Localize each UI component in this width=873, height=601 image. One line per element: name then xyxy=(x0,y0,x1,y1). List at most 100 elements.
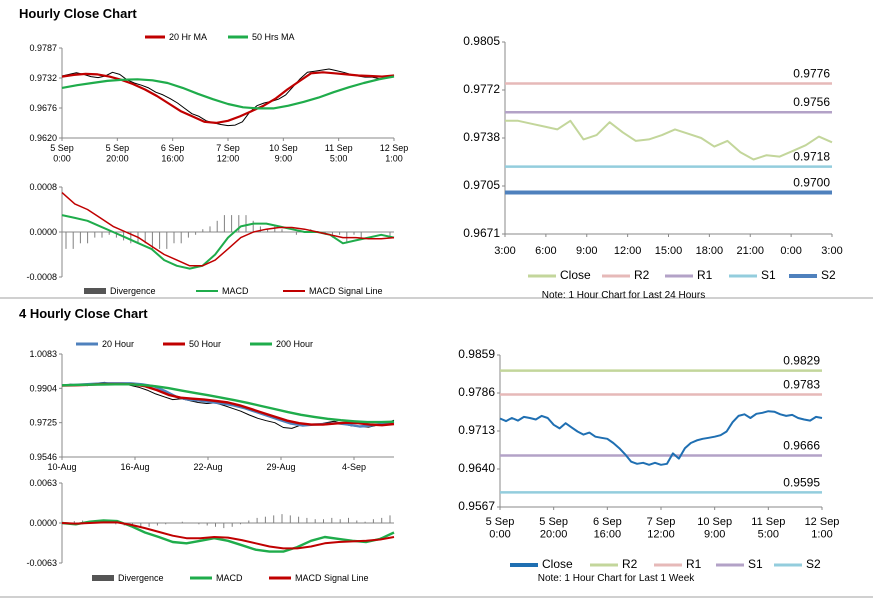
hp-close-series xyxy=(61,68,395,127)
fl-ytick-label: 0.9567 xyxy=(458,499,495,513)
fl-ytick-label: 0.9713 xyxy=(458,423,495,437)
hm-legend-divergence-label: Divergence xyxy=(110,286,156,296)
hp-legend-50hr-label: 50 Hrs MA xyxy=(252,32,295,42)
fm-legend-macd-label: MACD xyxy=(216,573,243,583)
fl-xtick-label: 5 Sep 0:00 xyxy=(486,516,515,541)
hl-xtick-label: 15:00 xyxy=(655,245,683,257)
hl-level-label-s1: 0.9718 xyxy=(793,150,830,164)
hl-xtick-label: 12:00 xyxy=(614,245,642,257)
fl-xtick-label: 11 Sep 5:00 xyxy=(751,516,785,541)
fp-legend-20hour-label: 20 Hour xyxy=(102,339,134,349)
fl-xtick-label: 5 Sep 20:00 xyxy=(539,516,568,541)
fl-xtick-label: 12 Sep 1:00 xyxy=(805,516,840,541)
hourly-levels-chart: 0.9805 0.9772 0.9738 0.9705 0.9671 3:00 6:00 9:… xyxy=(463,34,842,301)
hp-20hr-ma-series xyxy=(61,71,395,125)
fp-xtick-label: 29-Aug xyxy=(266,462,295,472)
hl-xtick-label: 9:00 xyxy=(576,245,597,257)
hp-xtick-label: 5 Sep 0:00 xyxy=(50,143,74,163)
hp-xtick-label: 5 Sep 20:00 xyxy=(106,143,130,163)
hl-level-label-s2: 0.9700 xyxy=(793,175,830,189)
hp-ytick-label: 0.9620 xyxy=(29,133,57,143)
hp-xtick-label: 7 Sep 12:00 xyxy=(216,143,240,163)
fl-level-label-s1: 0.9666 xyxy=(783,438,820,452)
hl-close-series xyxy=(505,119,833,161)
fl-level-label-r1: 0.9783 xyxy=(783,378,820,392)
hl-xtick-label: 3:00 xyxy=(494,245,515,257)
hourly-section-title: Hourly Close Chart xyxy=(19,6,137,21)
fp-ytick-label: 1.0083 xyxy=(29,349,57,359)
hm-ytick-label: 0.0000 xyxy=(29,227,57,237)
fp-200hour-series xyxy=(61,383,395,424)
hl-level-label-r1: 0.9756 xyxy=(793,95,830,109)
hl-legend-s1-label: S1 xyxy=(761,268,776,282)
four-hourly-levels-chart: 0.9859 0.9786 0.9713 0.9640 0.9567 5 Sep 0:00 5… xyxy=(458,347,839,584)
fl-xtick-label: 10 Sep 9:00 xyxy=(697,516,732,541)
hp-ytick-label: 0.9676 xyxy=(29,103,57,113)
hl-xtick-label: 0:00 xyxy=(780,245,801,257)
fl-legend-r1-label: R1 xyxy=(686,557,702,571)
hp-xtick-label: 12 Sep 1:00 xyxy=(380,143,409,163)
hm-legend-divergence-swatch xyxy=(84,288,106,294)
hm-ytick-label: -0.0008 xyxy=(26,272,57,282)
fl-legend-close-label: Close xyxy=(542,557,573,571)
hl-level-label-r2: 0.9776 xyxy=(793,67,830,81)
fl-level-label-s2: 0.9595 xyxy=(783,475,820,489)
hm-signal-series xyxy=(61,192,395,267)
fp-legend-200hour-label: 200 Hour xyxy=(276,339,313,349)
fp-xtick-label: 16-Aug xyxy=(120,462,149,472)
hl-ytick-label: 0.9772 xyxy=(463,82,500,96)
fp-legend-50hour-label: 50 Hour xyxy=(189,339,221,349)
hl-legend-r2-label: R2 xyxy=(634,268,650,282)
fl-ytick-label: 0.9786 xyxy=(458,385,495,399)
four-hourly-macd-chart: 0.0063 0.0000 -0.0063 Divergence MACD MACD Si… xyxy=(26,478,395,583)
fp-xtick-label: 22-Aug xyxy=(193,462,222,472)
hp-xtick-label: 11 Sep 5:00 xyxy=(325,143,353,163)
hp-ytick-label: 0.9732 xyxy=(29,73,57,83)
fp-ytick-label: 0.9546 xyxy=(29,452,57,462)
fp-ytick-label: 0.9725 xyxy=(29,418,57,428)
hm-ytick-label: 0.0008 xyxy=(29,182,57,192)
hl-ytick-label: 0.9738 xyxy=(463,130,500,144)
hl-ytick-label: 0.9671 xyxy=(463,226,500,240)
fm-ytick-label: 0.0000 xyxy=(29,518,57,528)
fl-ytick-label: 0.9640 xyxy=(458,461,495,475)
fm-signal-series xyxy=(61,521,395,550)
hl-note: Note: 1 Hour Chart for Last 24 Hours xyxy=(542,290,705,301)
fl-level-label-r2: 0.9829 xyxy=(783,354,820,368)
hourly-macd-chart: 0.0008 0.0000 -0.0008 Divergence MACD MACD Si… xyxy=(26,182,395,296)
hp-xtick-label: 10 Sep 9:00 xyxy=(269,143,298,163)
fl-xtick-label: 7 Sep 12:00 xyxy=(647,516,676,541)
hl-xtick-label: 6:00 xyxy=(535,245,556,257)
hl-xtick-label: 21:00 xyxy=(736,245,764,257)
fm-legend-signal-label: MACD Signal Line xyxy=(295,573,369,583)
hm-legend-macd-label: MACD xyxy=(222,286,249,296)
fl-legend-s2-label: S2 xyxy=(806,557,821,571)
hp-xtick-label: 6 Sep 16:00 xyxy=(161,143,185,163)
fm-ytick-label: 0.0063 xyxy=(29,478,57,488)
hp-legend-20hr-label: 20 Hr MA xyxy=(169,32,207,42)
hm-legend-signal-label: MACD Signal Line xyxy=(309,286,383,296)
hl-xtick-label: 18:00 xyxy=(696,245,724,257)
fm-legend-divergence-label: Divergence xyxy=(118,573,164,583)
fm-macd-series xyxy=(61,519,395,553)
fl-legend-r2-label: R2 xyxy=(622,557,638,571)
four-hourly-section-title: 4 Hourly Close Chart xyxy=(19,306,148,321)
fm-ytick-label: -0.0063 xyxy=(26,558,57,568)
hl-legend-s2-label: S2 xyxy=(821,268,836,282)
hl-ytick-label: 0.9705 xyxy=(463,178,500,192)
hl-xtick-label: 3:00 xyxy=(821,245,842,257)
fp-xtick-label: 4-Sep xyxy=(342,462,366,472)
hl-legend-close-label: Close xyxy=(560,268,591,282)
fp-ytick-label: 0.9904 xyxy=(29,383,57,393)
hp-50hr-ma-series xyxy=(61,75,395,110)
fm-legend-divergence-swatch xyxy=(92,575,114,581)
fl-close-series xyxy=(499,410,823,466)
hp-ytick-label: 0.9787 xyxy=(29,43,57,53)
fl-legend-s1-label: S1 xyxy=(748,557,763,571)
fl-ytick-label: 0.9859 xyxy=(458,347,495,361)
hl-ytick-label: 0.9805 xyxy=(463,34,500,48)
fp-xtick-label: 10-Aug xyxy=(47,462,76,472)
